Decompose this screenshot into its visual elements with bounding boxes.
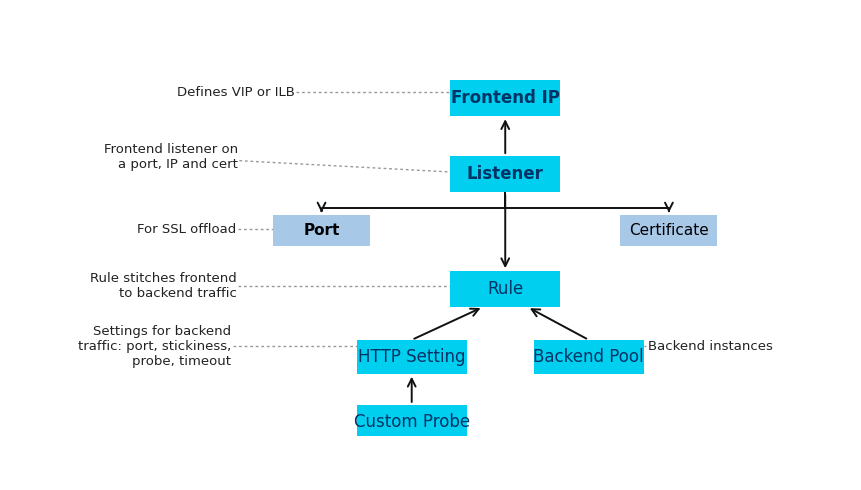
Text: Defines VIP or ILB: Defines VIP or ILB (177, 85, 294, 98)
FancyBboxPatch shape (273, 216, 369, 245)
FancyBboxPatch shape (533, 340, 643, 374)
Text: Backend instances: Backend instances (647, 340, 771, 353)
FancyBboxPatch shape (449, 156, 560, 192)
Text: Rule: Rule (486, 280, 523, 298)
Text: Rule stitches frontend
to backend traffic: Rule stitches frontend to backend traffi… (90, 272, 237, 300)
Text: For SSL offload: For SSL offload (137, 223, 237, 236)
Text: Frontend listener on
a port, IP and cert: Frontend listener on a port, IP and cert (104, 143, 238, 171)
Text: Port: Port (303, 223, 339, 238)
FancyBboxPatch shape (449, 80, 560, 116)
Text: Custom Probe: Custom Probe (353, 413, 469, 431)
Text: Frontend IP: Frontend IP (450, 89, 559, 107)
FancyBboxPatch shape (449, 271, 560, 307)
Text: Backend Pool: Backend Pool (533, 348, 643, 366)
Text: HTTP Setting: HTTP Setting (357, 348, 465, 366)
Text: Listener: Listener (467, 165, 543, 183)
FancyBboxPatch shape (620, 216, 716, 245)
FancyBboxPatch shape (356, 405, 467, 439)
Text: Certificate: Certificate (629, 223, 708, 238)
FancyBboxPatch shape (356, 340, 467, 374)
Text: Settings for backend
traffic: port, stickiness,
probe, timeout: Settings for backend traffic: port, stic… (78, 325, 231, 368)
